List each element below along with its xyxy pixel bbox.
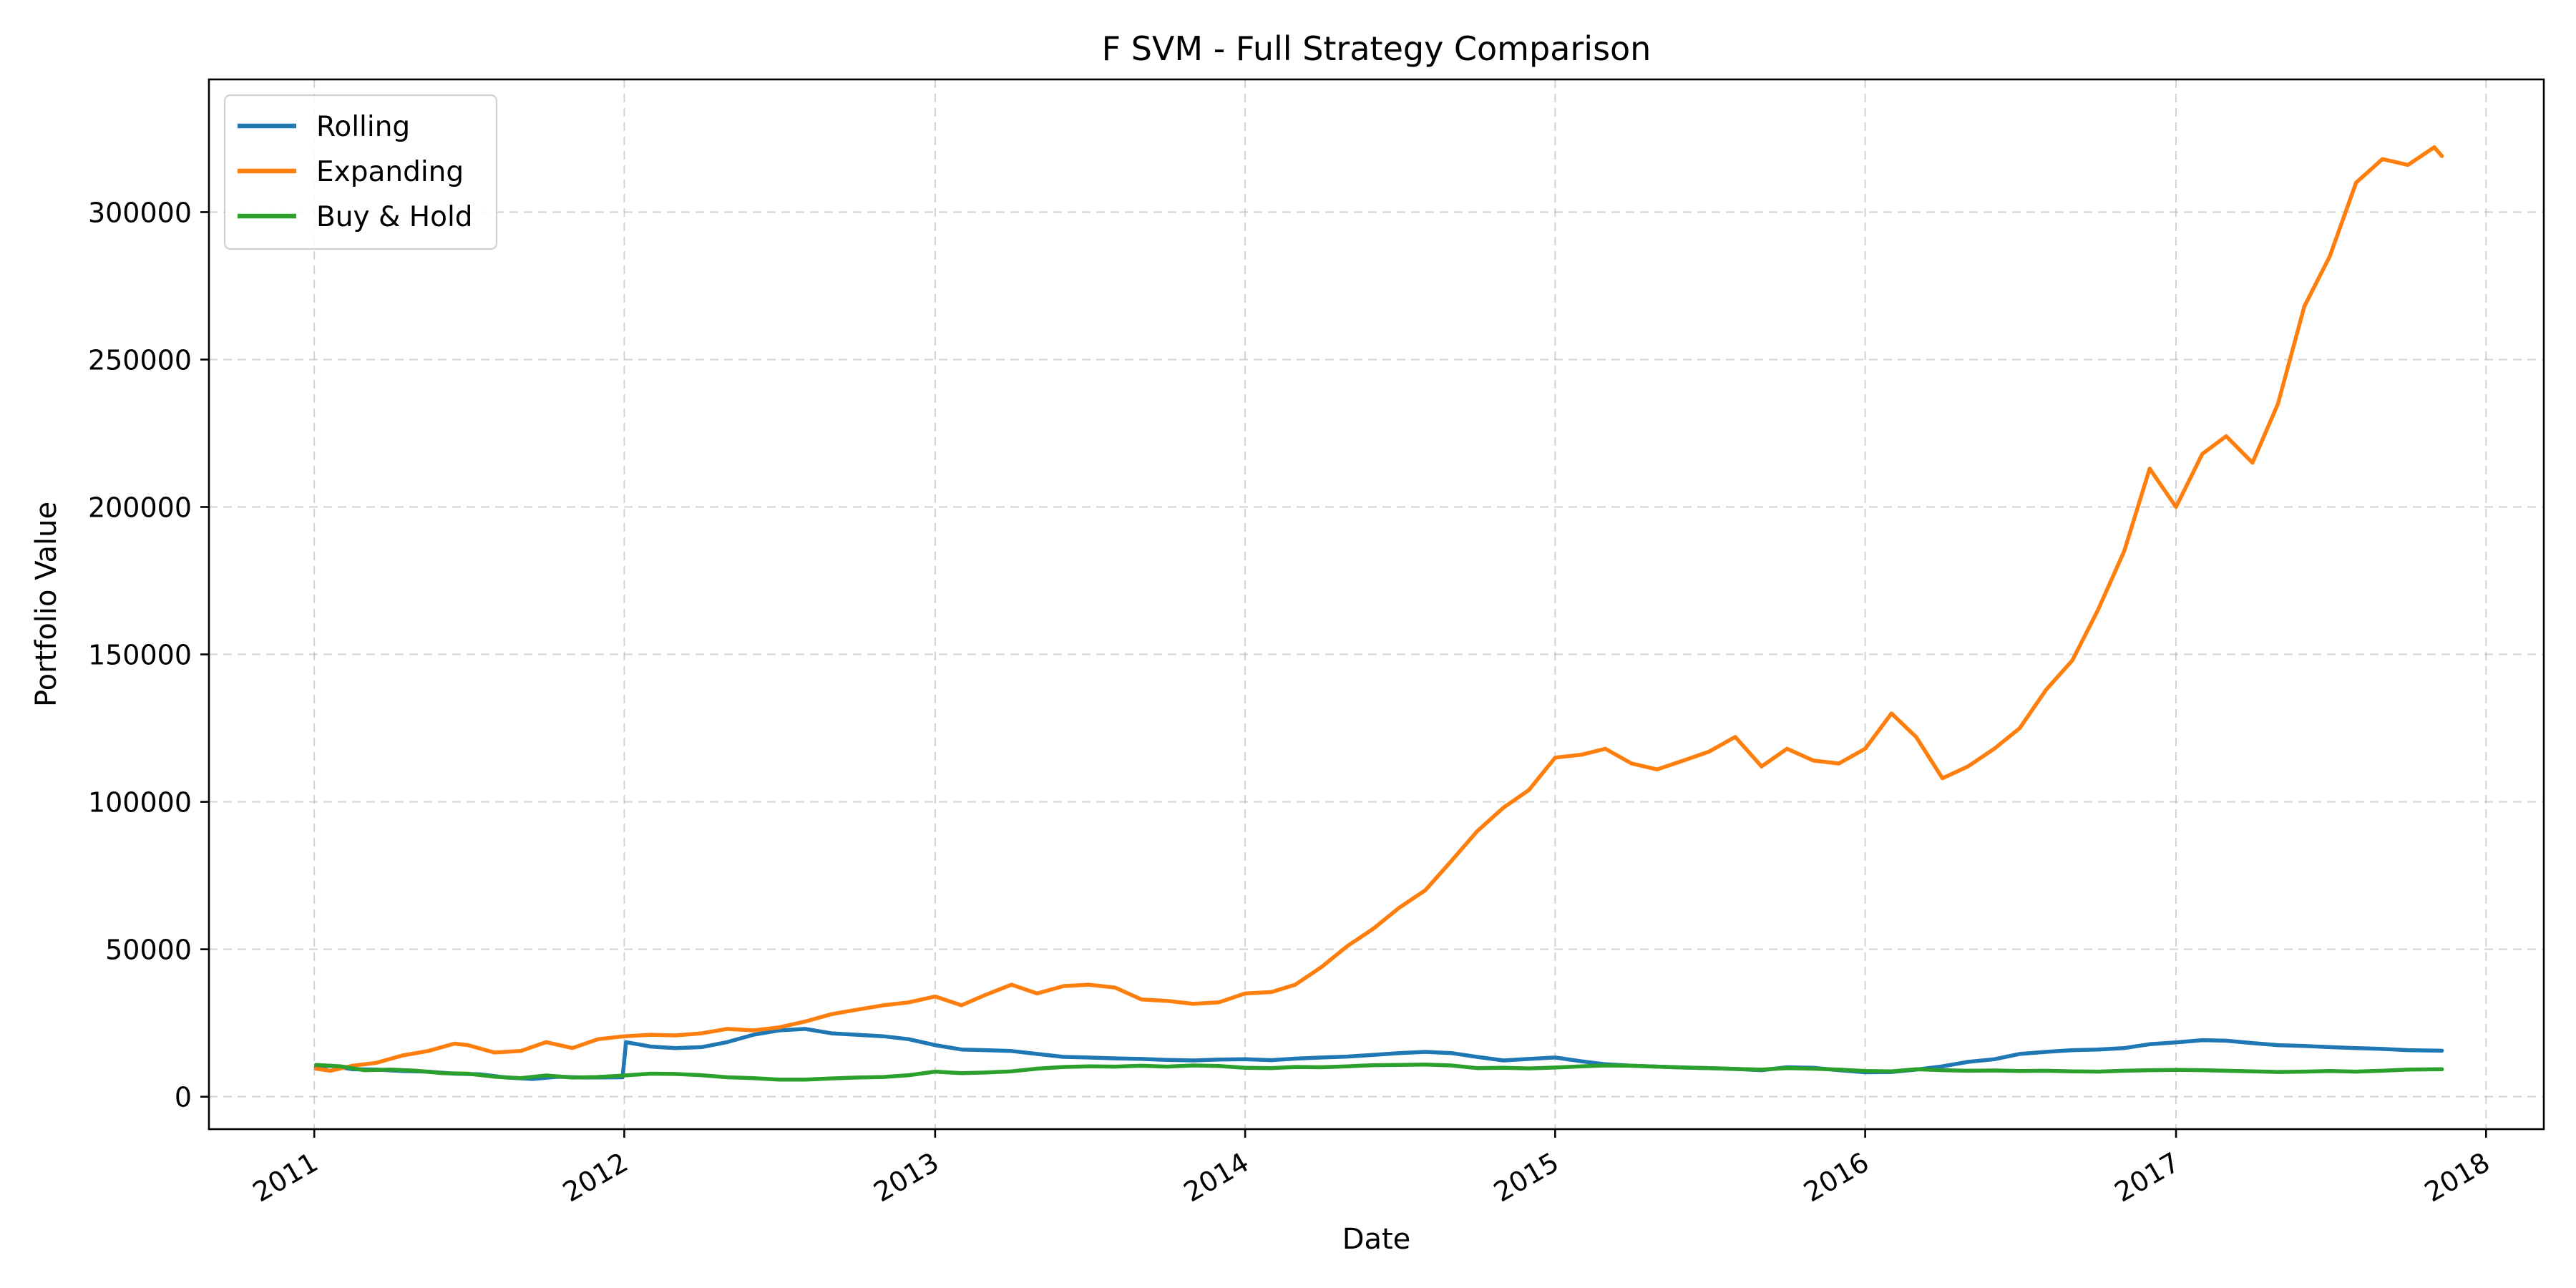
legend-label: Buy & Hold	[316, 201, 473, 233]
y-tick-label: 50000	[105, 935, 192, 966]
chart-title: F SVM - Full Strategy Comparison	[1102, 29, 1652, 68]
y-tick-label: 100000	[88, 787, 192, 819]
x-axis-label: Date	[1342, 1223, 1411, 1256]
plot-frame	[208, 78, 2545, 1131]
y-tick-label: 250000	[88, 344, 192, 376]
y-tick-label: 200000	[88, 492, 192, 524]
y-tick-label: 0	[175, 1082, 192, 1113]
legend-frame	[223, 94, 498, 250]
series-layer	[313, 145, 2444, 1082]
legend-label: Expanding	[316, 156, 464, 188]
y-tick-label: 150000	[88, 640, 192, 671]
y-axis-label: Portfolio Value	[30, 502, 63, 707]
legend: Rolling Expanding Buy & Hold	[223, 94, 498, 250]
y-tick-label: 300000	[88, 197, 192, 228]
series-line-buy-hold	[313, 1063, 2444, 1082]
series-line-expanding	[313, 145, 2444, 1073]
grid-layer	[209, 79, 2544, 1129]
legend-label: Rolling	[316, 111, 410, 143]
series-line-rolling	[313, 1027, 2444, 1081]
